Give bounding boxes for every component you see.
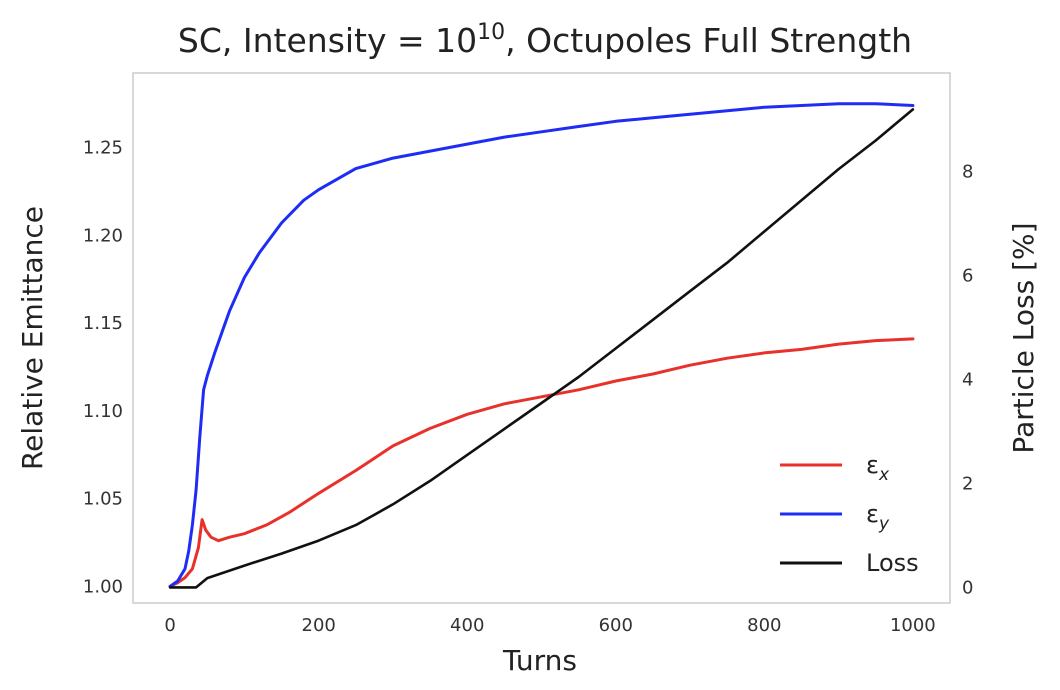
- left-tick-label: 1.20: [83, 225, 123, 246]
- x-tick-label: 400: [450, 615, 484, 636]
- series-line-emittance-y: [168, 102, 915, 588]
- left-tick-label: 1.05: [83, 489, 123, 510]
- right-tick-label: 2: [962, 473, 973, 494]
- right-axis-label: Particle Loss [%]: [1007, 222, 1040, 453]
- legend: εx εy Loss: [780, 451, 919, 577]
- title-exponent: 10: [477, 20, 505, 45]
- left-tick-label: 1.10: [83, 401, 123, 422]
- right-tick-label: 8: [962, 162, 973, 183]
- title-base: 10: [435, 21, 477, 60]
- x-tick-label: 200: [302, 615, 336, 636]
- right-tick-label: 6: [962, 266, 973, 287]
- x-tick-label: 600: [599, 615, 633, 636]
- x-axis-label: Turns: [502, 644, 577, 677]
- x-tick-label: 800: [747, 615, 781, 636]
- series-line-loss: [168, 108, 915, 589]
- series-layer: [168, 102, 915, 589]
- right-tick-labels: 0 2 4 6 8: [962, 162, 973, 599]
- title-suffix: , Octupoles Full Strength: [505, 21, 912, 60]
- legend-label: εx: [866, 451, 890, 485]
- left-tick-label: 1.00: [83, 576, 123, 597]
- left-tick-label: 1.25: [83, 138, 123, 159]
- title-prefix: SC, Intensity =: [178, 21, 435, 60]
- x-tick-label: 1000: [890, 615, 936, 636]
- right-tick-label: 0: [962, 577, 973, 598]
- legend-label: εy: [866, 500, 890, 534]
- right-tick-label: 4: [962, 370, 973, 391]
- left-tick-label: 1.15: [83, 313, 123, 334]
- left-axis-label: Relative Emittance: [16, 206, 49, 470]
- x-tick-label: 0: [164, 615, 175, 636]
- x-tick-labels: 0 200 400 600 800 1000: [164, 615, 935, 636]
- chart-title: SC, Intensity = 1010, Octupoles Full Str…: [178, 20, 912, 60]
- left-tick-labels: 1.00 1.05 1.10 1.15 1.20 1.25: [83, 138, 123, 598]
- legend-label: Loss: [866, 549, 919, 577]
- series-line-emittance-x: [168, 337, 915, 588]
- plot-area-frame: [132, 72, 951, 604]
